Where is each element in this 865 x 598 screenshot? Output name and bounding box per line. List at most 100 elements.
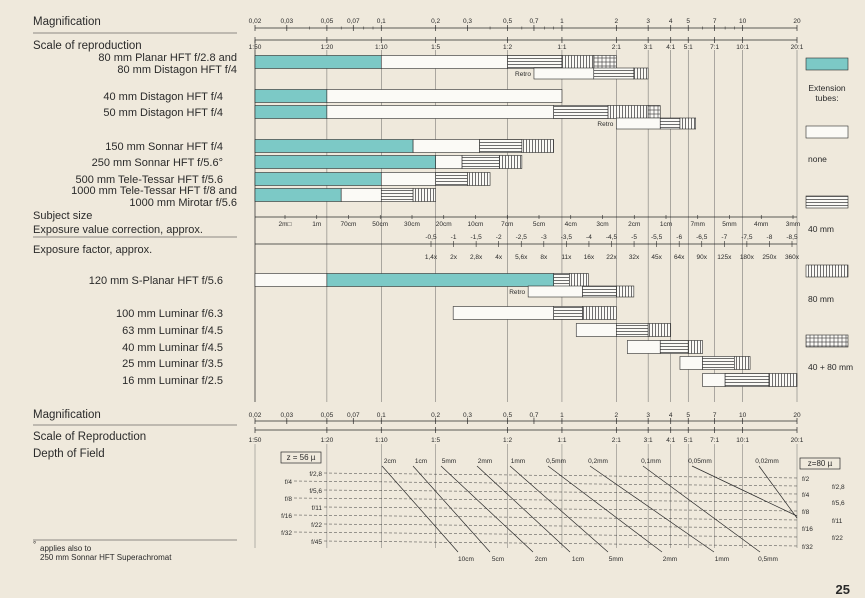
aperture-left-label: f/2,8 (309, 471, 322, 478)
lens-bar-segment (553, 105, 609, 119)
lens-bar-segment (498, 155, 523, 169)
legend-swatch (805, 195, 849, 209)
reproduction-tick-label: 4:1 (666, 44, 675, 51)
lens-label: 16 mm Luminar f/2.5 (122, 375, 223, 387)
magnification-label: Magnification (33, 16, 101, 28)
subject-size-tick-label: 50cm (372, 221, 388, 228)
lens-label: 150 mm Sonnar HFT f/4 (105, 141, 223, 153)
lens-bar-segment (659, 340, 689, 354)
lens-bar-segment (254, 55, 382, 69)
lens-bar-segment (326, 89, 563, 103)
lens-bar-segment (569, 273, 589, 287)
aperture-right-label: f/16 (802, 526, 813, 533)
subject-size-tick-label: 2m□ (279, 221, 292, 228)
depth-line (547, 465, 663, 553)
subject-size-tick-label: 5cm (533, 221, 545, 228)
z-left-box (280, 451, 322, 464)
dof-magnification-tick-label: 0,05 (321, 412, 334, 419)
lens-bar-segment (734, 356, 751, 370)
exposure-correction-label: Exposure value correction, approx. (33, 224, 203, 236)
footnote-line2: 250 mm Sonnar HFT Superachromat (40, 553, 172, 562)
subject-size-tick-label: 10cm (468, 221, 484, 228)
lens-bar-segment (254, 273, 328, 287)
lens-bar-segment (724, 373, 770, 387)
retro-bar-segment (593, 67, 635, 80)
dof-magnification-tick-label: 0,7 (529, 412, 538, 419)
retro-label: Retro (597, 121, 613, 128)
aperture-left-label: f/45 (311, 539, 322, 546)
exposure-correction-tick-label: -8,5 (786, 234, 798, 241)
z-left-label: z = 56 µ (287, 453, 316, 462)
dof-magnification-tick-label: 0,03 (280, 412, 293, 419)
depth-line (440, 465, 534, 553)
reproduction-tick-label: 7:1 (710, 44, 719, 51)
subject-size-tick-label: 30cm (404, 221, 420, 228)
subject-size-tick-label: 2cm (628, 221, 640, 228)
aperture-right-label: f/22 (832, 535, 843, 542)
dof-reproduction-tick-label: 2:1 (612, 437, 621, 444)
depth-top-label: 1cm (415, 458, 427, 465)
subject-size-tick-label: 1cm (660, 221, 672, 228)
depth-bottom-label: 2cm (535, 556, 547, 563)
footnote-mark: ° (33, 540, 36, 549)
retro-bar-segment (533, 67, 595, 80)
lens-bar-segment (647, 323, 672, 337)
lens-bar-segment (340, 188, 382, 202)
legend-item-label: 40 + 80 mm (808, 362, 853, 372)
dof-magnification-tick-label: 1 (560, 412, 564, 419)
depth-line (758, 465, 798, 519)
magnification-tick-label: 5 (686, 18, 690, 25)
depth-top-label: 0,5mm (546, 458, 566, 465)
lens-bar-segment (553, 306, 583, 320)
dof-magnification-tick-label: 0,07 (347, 412, 360, 419)
exposure-correction-tick-label: -8 (767, 234, 773, 241)
aperture-left-label: f/32 (281, 530, 292, 537)
aperture-line (293, 480, 799, 487)
subject-size-tick-label: 3cm (596, 221, 608, 228)
subject-size-tick-label: 7cm (501, 221, 513, 228)
exposure-correction-tick-label: -2,5 (516, 234, 528, 241)
dof-magnification-tick-label: 0,2 (431, 412, 440, 419)
legend-item-label: 40 mm (808, 224, 834, 234)
reproduction-tick-label: 2:1 (612, 44, 621, 51)
lens-bar-segment (254, 188, 342, 202)
lens-bar-segment (380, 55, 508, 69)
lens-bar-segment (254, 89, 328, 103)
reproduction-tick-label: 1:5 (431, 44, 440, 51)
legend-swatch (805, 125, 849, 139)
lens-bar-segment (461, 155, 500, 169)
magnification-tick-label: 3 (646, 18, 650, 25)
dof-reproduction-tick-label: 1:20 (321, 437, 334, 444)
lens-bar-segment (702, 373, 726, 387)
subject-size-tick-label: 70cm (341, 221, 357, 228)
reproduction-tick-label: 3:1 (644, 44, 653, 51)
lens-bar-segment (616, 323, 649, 337)
dof-magnification-label: Magnification (33, 409, 101, 421)
dof-magnification-tick-label: 5 (686, 412, 690, 419)
aperture-line (323, 506, 799, 512)
lens-bar-segment (467, 172, 491, 186)
footnote-line1: applies also to (40, 544, 92, 553)
magnification-tick-label: 2 (615, 18, 619, 25)
exposure-factor-tick-label: 90x (697, 254, 708, 261)
lens-label: 25 mm Luminar f/3.5 (122, 358, 223, 370)
retro-bar-segment (633, 67, 649, 80)
depth-top-label: 1mm (511, 458, 525, 465)
legend-title: Extension (808, 83, 846, 93)
exposure-factor-tick-label: 32x (629, 254, 640, 261)
depth-line (476, 465, 571, 553)
legend-title: tubes: (815, 93, 838, 103)
exposure-correction-tick-label: -1,5 (471, 234, 483, 241)
lens-bar-segment (647, 105, 661, 119)
aperture-right-label: f/2,8 (832, 484, 845, 491)
magnification-tick-label: 4 (669, 18, 673, 25)
retro-label: Retro (509, 289, 525, 296)
dof-reproduction-label: Scale of Reproduction (33, 431, 146, 443)
depth-bottom-label: 1cm (572, 556, 584, 563)
depth-line (642, 465, 761, 553)
subject-size-tick-label: 4mm (754, 221, 768, 228)
lens-label: 1000 mm Mirotar f/5.6 (129, 197, 237, 209)
depth-bottom-label: 2mm (663, 556, 677, 563)
lens-label: 80 mm Planar HFT f/2.8 and (98, 52, 237, 64)
lens-label: 40 mm Luminar f/4.5 (122, 342, 223, 354)
